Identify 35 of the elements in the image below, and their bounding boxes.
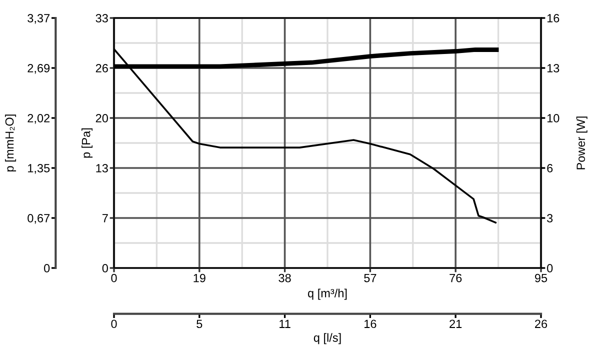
y3-tick-label: 0,67 xyxy=(28,214,50,224)
x2-tick-label: 11 xyxy=(280,320,290,328)
x-tick-label: 95 xyxy=(534,274,548,282)
x2-tick-label: 26 xyxy=(535,320,548,328)
y2-axis-title: Power [W] xyxy=(576,116,588,170)
y-tick-label: 0 xyxy=(102,264,108,272)
x-tick-label: 76 xyxy=(450,274,462,282)
y-tick-label: 26 xyxy=(96,64,108,72)
x-tick-label: 38 xyxy=(278,274,291,282)
y-tick-label: 13 xyxy=(96,164,108,172)
y2-tick-label: 6 xyxy=(547,164,553,172)
y3-tick-label: 2,02 xyxy=(28,114,50,124)
y2-tick-label: 0 xyxy=(547,264,553,272)
x2-tick-label: 0 xyxy=(111,320,117,328)
y-tick-label: 33 xyxy=(96,14,108,22)
y-tick-label: 7 xyxy=(102,214,108,222)
y2-tick-label: 16 xyxy=(547,14,560,22)
x-tick-label: 0 xyxy=(111,274,117,282)
x-axis-title: q [m³/h] xyxy=(308,288,347,300)
y3-tick-label: 1,35 xyxy=(28,164,50,174)
y3-axis-title: p [mmH₂O] xyxy=(5,114,16,172)
y3-tick-label: 3,37 xyxy=(28,14,50,24)
x2-tick-label: 5 xyxy=(196,320,202,328)
x-tick-label: 57 xyxy=(364,274,376,282)
y3-tick-label: 0 xyxy=(44,264,50,272)
x-tick-label: 19 xyxy=(194,274,206,282)
x2-tick-label: 16 xyxy=(364,320,376,328)
y2-tick-label: 13 xyxy=(547,64,560,72)
y-axis-title: p [Pa] xyxy=(82,128,93,158)
x2-tick-label: 21 xyxy=(450,320,462,328)
y3-tick-label: 2,69 xyxy=(28,64,50,74)
y2-tick-label: 3 xyxy=(547,214,553,222)
y-tick-label: 20 xyxy=(96,114,108,122)
x2-axis-title: q [l/s] xyxy=(314,333,341,344)
y2-tick-label: 10 xyxy=(547,114,560,122)
